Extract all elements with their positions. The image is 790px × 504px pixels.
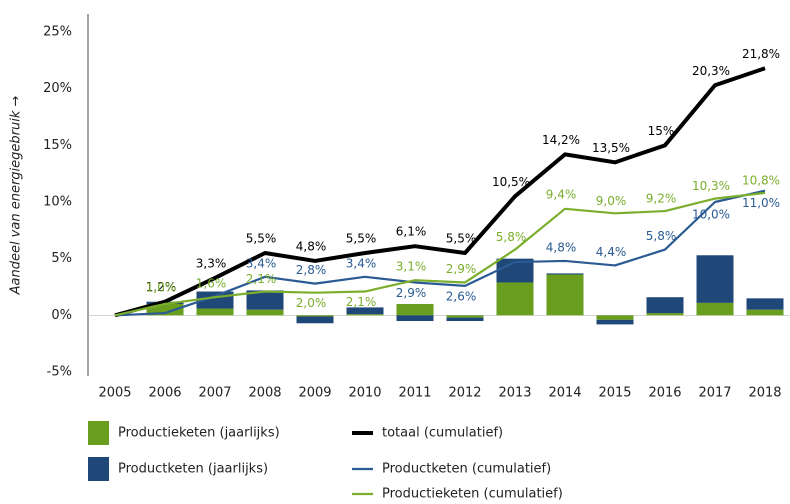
- value-label: 3,3%: [196, 256, 227, 270]
- value-label: 2,1%: [246, 272, 277, 286]
- value-label: 9,2%: [646, 192, 677, 206]
- legend-label: Productketen (jaarlijks): [118, 462, 268, 477]
- value-label: 10,3%: [692, 179, 730, 193]
- value-label: 9,4%: [546, 187, 577, 201]
- bar: [296, 315, 334, 317]
- bar: [196, 308, 234, 316]
- bar: [696, 302, 734, 316]
- x-tick-label: 2006: [148, 386, 181, 401]
- line: [114, 189, 766, 317]
- value-label: 13,5%: [592, 141, 630, 155]
- bar: [546, 274, 584, 316]
- bar: [246, 290, 284, 310]
- value-label: 5,5%: [446, 232, 477, 246]
- line: [114, 66, 766, 318]
- y-tick-label: -5%: [47, 365, 72, 380]
- value-label: 10,5%: [492, 175, 530, 189]
- y-tick-label: 15%: [43, 138, 72, 153]
- legend-label: Productketen (cumulatief): [382, 462, 551, 477]
- legend-swatch: [88, 457, 109, 481]
- value-label: 3,1%: [396, 260, 427, 274]
- value-label: 15%: [648, 124, 675, 138]
- value-label: 11,0%: [742, 196, 780, 210]
- x-tick-label: 2017: [698, 386, 731, 401]
- bar: [496, 258, 534, 283]
- x-tick-label: 2013: [498, 386, 531, 401]
- y-tick-label: 20%: [43, 81, 72, 96]
- value-label: 2,0%: [296, 296, 327, 310]
- value-label: 5,8%: [646, 229, 677, 243]
- x-tick-label: 2008: [248, 386, 281, 401]
- bar: [296, 316, 334, 324]
- bar: [596, 315, 634, 320]
- x-tick-label: 2015: [598, 386, 631, 401]
- value-label: 5,8%: [496, 230, 527, 244]
- value-label: 2,8%: [296, 263, 327, 277]
- y-tick-label: 10%: [43, 195, 72, 210]
- value-label: 5,5%: [346, 232, 377, 246]
- value-label: 4,8%: [546, 240, 577, 254]
- bar: [646, 313, 684, 316]
- bar: [146, 304, 184, 316]
- value-label: 20,3%: [692, 64, 730, 78]
- value-label: 14,2%: [542, 133, 580, 147]
- legend-label: totaal (cumulatief): [382, 426, 503, 441]
- bar: [596, 319, 634, 325]
- bar: [546, 273, 584, 275]
- y-tick-label: 5%: [51, 251, 72, 266]
- bar: [346, 314, 384, 316]
- bar: [246, 309, 284, 316]
- legend-label: Productieketen (cumulatief): [382, 487, 563, 502]
- line: [114, 191, 766, 317]
- bar: [346, 307, 384, 315]
- value-label: 2,1%: [346, 295, 377, 309]
- x-tick-label: 2011: [398, 386, 431, 401]
- x-tick-label: 2005: [98, 386, 131, 401]
- x-tick-label: 2014: [548, 386, 581, 401]
- value-label: 1,0%: [146, 281, 177, 295]
- value-label: 1,2%: [146, 280, 177, 294]
- bar: [746, 309, 784, 316]
- value-label: 3,4%: [246, 256, 277, 270]
- value-label: 2,9%: [446, 262, 477, 276]
- x-tick-label: 2018: [748, 386, 781, 401]
- value-label: 3,4%: [346, 256, 377, 270]
- value-label: 10,8%: [742, 173, 780, 187]
- y-axis-label: Aandeel van energiegebruik →: [9, 95, 24, 295]
- legend-swatch: [88, 421, 109, 445]
- x-tick-label: 2009: [298, 386, 331, 401]
- y-tick-label: 0%: [51, 308, 72, 323]
- value-label: 9,0%: [596, 194, 627, 208]
- value-label: 4,8%: [296, 239, 327, 253]
- x-tick-label: 2010: [348, 386, 381, 401]
- bar: [496, 282, 534, 316]
- value-label: 6,1%: [396, 225, 427, 239]
- x-tick-label: 2007: [198, 386, 231, 401]
- bar: [696, 255, 734, 303]
- x-tick-label: 2016: [648, 386, 681, 401]
- value-label: 2,9%: [396, 286, 427, 300]
- bar: [646, 297, 684, 314]
- legend-label: Productieketen (jaarlijks): [118, 426, 280, 441]
- bar: [746, 298, 784, 310]
- bar: [396, 304, 434, 316]
- value-label: 5,5%: [246, 232, 277, 246]
- value-label: 2,6%: [446, 289, 477, 303]
- value-label: 10,0%: [692, 208, 730, 222]
- bar: [446, 317, 484, 321]
- value-label: 1,6%: [196, 277, 227, 291]
- x-tick-label: 2012: [448, 386, 481, 401]
- bar: [446, 315, 484, 318]
- value-label: 4,4%: [596, 245, 627, 259]
- y-tick-label: 25%: [43, 25, 72, 40]
- value-label: 21,8%: [742, 47, 780, 61]
- bar: [396, 315, 434, 321]
